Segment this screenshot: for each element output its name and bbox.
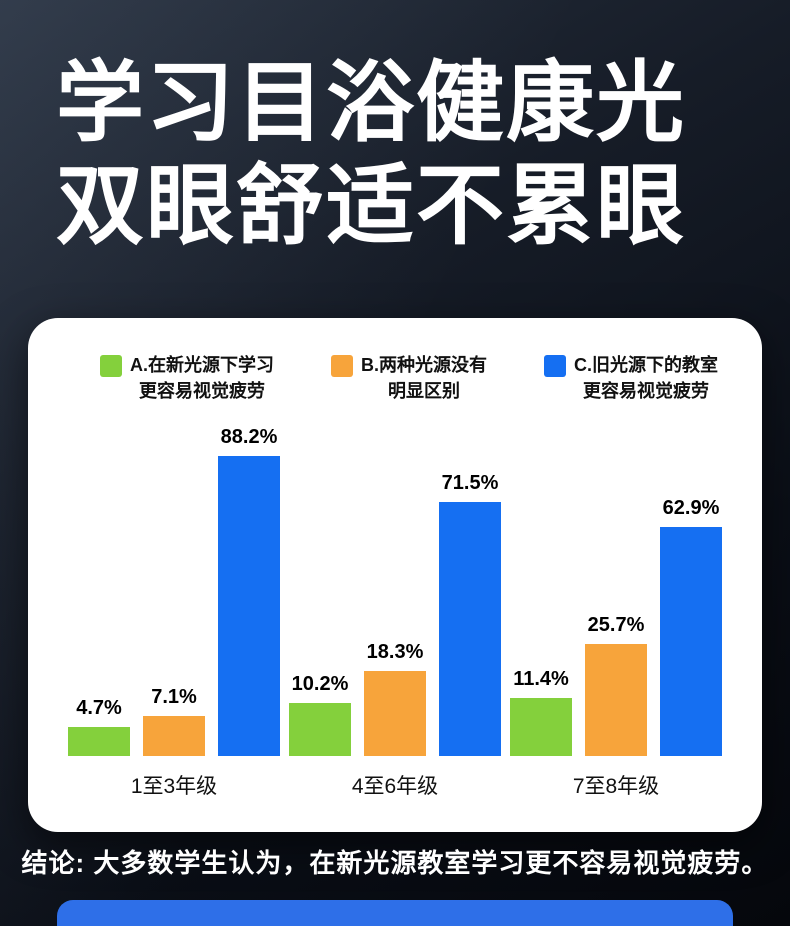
- bar-cell: 71.5%: [439, 472, 501, 757]
- bar: [510, 698, 572, 757]
- page-title: 学习目浴健康光 双眼舒适不累眼: [56, 52, 686, 258]
- legend-label: A.在新光源下学习 更容易视觉疲劳: [130, 352, 274, 404]
- legend-label: B.两种光源没有 明显区别: [361, 352, 487, 404]
- legend-label-line: 更容易视觉疲劳: [139, 381, 265, 402]
- bar-group: 11.4% 25.7% 62.9% 7至8年级: [510, 416, 722, 800]
- bar-chart: 4.7% 7.1% 88.2% 1至3年级 10.2% 18.3% 71.5% 4至6年级 11…: [58, 416, 732, 800]
- bar-cell: 4.7%: [68, 697, 130, 757]
- legend-label: C.旧光源下的教室 更容易视觉疲劳: [574, 352, 718, 404]
- bar-cell: 18.3%: [364, 641, 426, 757]
- bar: [143, 716, 205, 757]
- bar-value-label: 71.5%: [441, 472, 499, 495]
- bar-cell: 62.9%: [660, 497, 722, 757]
- legend-item: C.旧光源下的教室 更容易视觉疲劳: [544, 352, 718, 404]
- bar-group: 10.2% 18.3% 71.5% 4至6年级: [289, 416, 501, 800]
- bar-value-label: 7.1%: [151, 686, 197, 709]
- page-title-line2: 双眼舒适不累眼: [56, 155, 687, 255]
- bar-group-bars: 4.7% 7.1% 88.2%: [68, 416, 280, 757]
- bar-cell: 25.7%: [585, 614, 647, 757]
- category-label: 4至6年级: [351, 775, 439, 799]
- legend-item: B.两种光源没有 明显区别: [331, 352, 487, 404]
- bar: [364, 671, 426, 757]
- bar-group-bars: 11.4% 25.7% 62.9%: [510, 416, 722, 757]
- bar: [439, 502, 501, 757]
- legend-label-line: A.在新光源下学习: [130, 355, 274, 375]
- bar-cell: 88.2%: [218, 426, 280, 757]
- bar-value-label: 4.7%: [76, 697, 122, 720]
- legend-swatch: [331, 355, 353, 377]
- legend-label-line: 更容易视觉疲劳: [583, 381, 709, 402]
- bar-group-bars: 10.2% 18.3% 71.5%: [289, 416, 501, 757]
- bar: [289, 703, 351, 757]
- bar-value-label: 88.2%: [220, 426, 278, 449]
- category-label: 1至3年级: [130, 775, 218, 799]
- legend-swatch: [544, 355, 566, 377]
- conclusion-text: 结论: 大多数学生认为，在新光源教室学习更不容易视觉疲劳。: [21, 848, 769, 878]
- legend-label-line: 明显区别: [388, 381, 460, 402]
- bottom-blue-bar: [57, 900, 733, 926]
- bar-group: 4.7% 7.1% 88.2% 1至3年级: [68, 416, 280, 800]
- legend-swatch: [100, 355, 122, 377]
- bar: [585, 644, 647, 757]
- bar-cell: 7.1%: [143, 686, 205, 757]
- bar-cell: 10.2%: [289, 673, 351, 757]
- legend-item: A.在新光源下学习 更容易视觉疲劳: [100, 352, 274, 404]
- bar: [218, 456, 280, 757]
- chart-legend: A.在新光源下学习 更容易视觉疲劳 B.两种光源没有 明显区别 C.旧光源下的教室 更容易…: [58, 352, 732, 404]
- page-title-line1: 学习目浴健康光: [56, 53, 687, 152]
- category-label: 7至8年级: [572, 775, 660, 799]
- bar-value-label: 18.3%: [366, 641, 424, 664]
- bar: [660, 527, 722, 757]
- bar-value-label: 25.7%: [587, 614, 645, 637]
- legend-label-line: C.旧光源下的教室: [574, 355, 718, 375]
- legend-label-line: B.两种光源没有: [361, 355, 487, 375]
- bar: [68, 727, 130, 757]
- chart-card: A.在新光源下学习 更容易视觉疲劳 B.两种光源没有 明显区别 C.旧光源下的教室 更容易…: [28, 318, 762, 832]
- bar-cell: 11.4%: [510, 668, 572, 757]
- bar-value-label: 62.9%: [662, 497, 720, 520]
- bar-value-label: 10.2%: [291, 673, 349, 696]
- bar-value-label: 11.4%: [513, 668, 569, 691]
